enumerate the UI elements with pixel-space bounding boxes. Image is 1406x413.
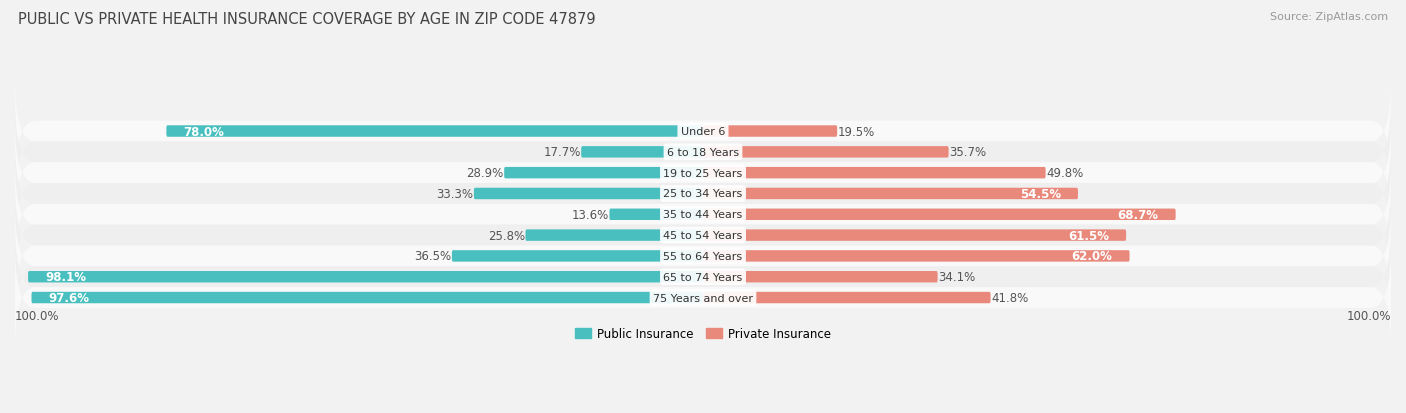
Text: 25 to 34 Years: 25 to 34 Years (664, 189, 742, 199)
Text: 19.5%: 19.5% (838, 125, 875, 138)
Text: 28.9%: 28.9% (467, 167, 503, 180)
Text: 41.8%: 41.8% (991, 291, 1028, 304)
FancyBboxPatch shape (703, 168, 1046, 179)
Text: 62.0%: 62.0% (1071, 250, 1112, 263)
FancyBboxPatch shape (15, 184, 1391, 287)
Text: 34.1%: 34.1% (938, 271, 976, 284)
Text: 25.8%: 25.8% (488, 229, 524, 242)
Text: 100.0%: 100.0% (1347, 309, 1391, 322)
Legend: Public Insurance, Private Insurance: Public Insurance, Private Insurance (571, 323, 835, 345)
FancyBboxPatch shape (166, 126, 703, 138)
Text: PUBLIC VS PRIVATE HEALTH INSURANCE COVERAGE BY AGE IN ZIP CODE 47879: PUBLIC VS PRIVATE HEALTH INSURANCE COVER… (18, 12, 596, 27)
FancyBboxPatch shape (15, 163, 1391, 267)
Text: 35 to 44 Years: 35 to 44 Years (664, 210, 742, 220)
FancyBboxPatch shape (31, 292, 703, 304)
Text: 35.7%: 35.7% (949, 146, 986, 159)
FancyBboxPatch shape (703, 209, 1175, 221)
Text: 100.0%: 100.0% (15, 309, 59, 322)
Text: 19 to 25 Years: 19 to 25 Years (664, 168, 742, 178)
FancyBboxPatch shape (703, 147, 949, 158)
FancyBboxPatch shape (15, 204, 1391, 308)
FancyBboxPatch shape (703, 126, 837, 138)
Text: 45 to 54 Years: 45 to 54 Years (664, 230, 742, 240)
Text: 68.7%: 68.7% (1118, 208, 1159, 221)
Text: 98.1%: 98.1% (45, 271, 86, 284)
Text: 78.0%: 78.0% (184, 125, 225, 138)
Text: 61.5%: 61.5% (1069, 229, 1109, 242)
FancyBboxPatch shape (451, 251, 703, 262)
FancyBboxPatch shape (15, 100, 1391, 204)
FancyBboxPatch shape (505, 168, 703, 179)
Text: 33.3%: 33.3% (436, 188, 474, 200)
Text: 54.5%: 54.5% (1019, 188, 1060, 200)
FancyBboxPatch shape (703, 271, 938, 283)
FancyBboxPatch shape (703, 292, 991, 304)
FancyBboxPatch shape (28, 271, 703, 283)
FancyBboxPatch shape (526, 230, 703, 241)
FancyBboxPatch shape (15, 121, 1391, 225)
FancyBboxPatch shape (703, 230, 1126, 241)
FancyBboxPatch shape (15, 142, 1391, 246)
FancyBboxPatch shape (703, 251, 1129, 262)
Text: 36.5%: 36.5% (415, 250, 451, 263)
Text: Source: ZipAtlas.com: Source: ZipAtlas.com (1270, 12, 1388, 22)
Text: 13.6%: 13.6% (572, 208, 609, 221)
Text: 49.8%: 49.8% (1046, 167, 1083, 180)
Text: 75 Years and over: 75 Years and over (652, 293, 754, 303)
Text: 6 to 18 Years: 6 to 18 Years (666, 147, 740, 157)
FancyBboxPatch shape (15, 80, 1391, 184)
FancyBboxPatch shape (474, 188, 703, 200)
Text: Under 6: Under 6 (681, 127, 725, 137)
FancyBboxPatch shape (703, 188, 1078, 200)
FancyBboxPatch shape (15, 246, 1391, 350)
Text: 65 to 74 Years: 65 to 74 Years (664, 272, 742, 282)
FancyBboxPatch shape (581, 147, 703, 158)
Text: 55 to 64 Years: 55 to 64 Years (664, 251, 742, 261)
Text: 17.7%: 17.7% (544, 146, 581, 159)
Text: 97.6%: 97.6% (49, 291, 90, 304)
FancyBboxPatch shape (15, 225, 1391, 329)
FancyBboxPatch shape (609, 209, 703, 221)
